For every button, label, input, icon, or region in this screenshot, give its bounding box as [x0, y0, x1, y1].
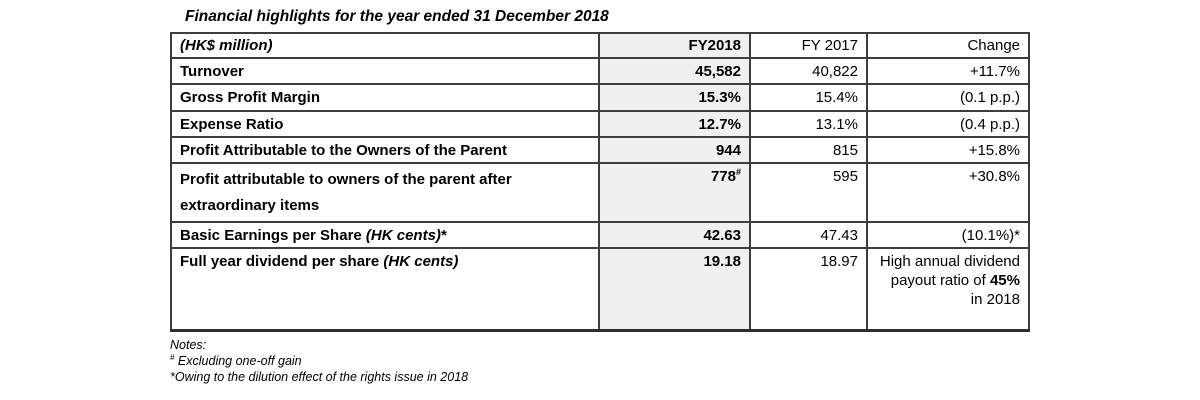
fy2018-cell: 42.63: [598, 221, 751, 249]
fy2018-cell: 944: [598, 136, 751, 164]
fy2017-cell: 18.97: [749, 247, 868, 331]
notes: Notes: # Excluding one-off gain *Owing t…: [170, 337, 468, 385]
note-line-one-off-gain: # Excluding one-off gain: [170, 353, 468, 369]
table-row: Turnover 45,582 40,822 +11.7%: [170, 57, 1030, 85]
header-fy2018-label: FY2018: [688, 37, 741, 54]
change-cell: High annual dividend payout ratio of 45%…: [866, 247, 1030, 331]
fy2018-value: 15.3%: [698, 89, 741, 106]
fy2017-value: 47.43: [820, 227, 858, 244]
header-cell-fy2018: FY2018: [598, 32, 751, 59]
fy2017-value: 18.97: [820, 253, 858, 270]
row-label-note: (HK cents): [365, 227, 441, 244]
fy2017-cell: 40,822: [749, 57, 868, 85]
row-label: Profit attributable to owners of the par…: [180, 171, 512, 214]
label-cell: Turnover: [170, 57, 600, 85]
row-label-note: (HK cents): [383, 253, 459, 270]
row-label: Full year dividend per share: [180, 253, 384, 270]
fy2017-value: 15.4%: [815, 89, 858, 106]
change-value: +11.7%: [969, 63, 1020, 80]
change-cell: +11.7%: [866, 57, 1030, 85]
fy2017-cell: 595: [749, 162, 868, 223]
header-metric-label: (HK$ million): [180, 37, 273, 54]
fy2017-cell: 13.1%: [749, 110, 868, 138]
fy2018-value: 42.63: [703, 227, 741, 244]
change-value: +30.8%: [968, 168, 1020, 185]
note-hash-marker: #: [170, 352, 175, 362]
label-cell: Profit attributable to owners of the par…: [170, 162, 600, 223]
table-title: Financial highlights for the year ended …: [185, 8, 609, 25]
row-label: Basic Earnings per Share: [180, 227, 366, 244]
table-row: Gross Profit Margin 15.3% 15.4% (0.1 p.p…: [170, 83, 1030, 112]
fy2017-value: 815: [832, 142, 858, 159]
header-cell-change: Change: [866, 32, 1030, 59]
header-fy2017-label: FY 2017: [801, 37, 858, 54]
table-row: Profit attributable to owners of the par…: [170, 162, 1030, 223]
header-cell-fy2017: FY 2017: [749, 32, 868, 59]
notes-heading: Notes:: [170, 338, 207, 352]
change-cell: +30.8%: [866, 162, 1030, 223]
fy2018-cell: 778#: [598, 162, 751, 223]
header-cell-metric: (HK$ million): [170, 32, 600, 59]
table-row: Basic Earnings per Share (HK cents)* 42.…: [170, 221, 1030, 249]
fy2018-value: 45,582: [695, 63, 741, 80]
fy2018-value: 778: [710, 168, 736, 185]
change-value-bold: 45%: [989, 272, 1020, 289]
fy2018-value: 19.18: [703, 253, 741, 270]
fy2017-cell: 15.4%: [749, 83, 868, 112]
change-value: High annual dividend payout ratio of: [879, 253, 1020, 289]
fy2018-superscript: #: [735, 167, 741, 177]
table-header-row: (HK$ million) FY2018 FY 2017 Change: [170, 32, 1030, 59]
label-cell: Basic Earnings per Share (HK cents)*: [170, 221, 600, 249]
row-label: Turnover: [180, 63, 244, 80]
table-row: Expense Ratio 12.7% 13.1% (0.4 p.p.): [170, 110, 1030, 138]
table-row: Profit Attributable to the Owners of the…: [170, 136, 1030, 164]
fy2017-value: 40,822: [812, 63, 858, 80]
change-cell: +15.8%: [866, 136, 1030, 164]
change-value: (0.4 p.p.): [959, 116, 1020, 133]
change-value: (0.1 p.p.): [959, 89, 1020, 106]
row-label: Profit Attributable to the Owners of the…: [180, 142, 507, 159]
fy2018-value: 944: [715, 142, 741, 159]
fy2018-cell: 45,582: [598, 57, 751, 85]
fy2017-cell: 47.43: [749, 221, 868, 249]
change-value-post: in 2018: [970, 291, 1020, 308]
label-cell: Expense Ratio: [170, 110, 600, 138]
row-label-suffix: *: [440, 227, 447, 244]
financial-highlights-table: (HK$ million) FY2018 FY 2017 Change Turn…: [170, 32, 1030, 332]
change-cell: (0.1 p.p.): [866, 83, 1030, 112]
row-label: Expense Ratio: [180, 116, 284, 133]
label-cell: Full year dividend per share (HK cents): [170, 247, 600, 331]
fy2018-cell: 15.3%: [598, 83, 751, 112]
fy2017-cell: 815: [749, 136, 868, 164]
change-value: +15.8%: [968, 142, 1020, 159]
fy2017-value: 595: [832, 168, 858, 185]
row-label: Gross Profit Margin: [180, 89, 321, 106]
fy2018-value: 12.7%: [698, 116, 741, 133]
fy2018-cell: 12.7%: [598, 110, 751, 138]
header-change-label: Change: [967, 37, 1020, 54]
label-cell: Gross Profit Margin: [170, 83, 600, 112]
label-cell: Profit Attributable to the Owners of the…: [170, 136, 600, 164]
change-value: (10.1%)*: [961, 227, 1020, 244]
change-cell: (10.1%)*: [866, 221, 1030, 249]
fy2017-value: 13.1%: [815, 116, 858, 133]
fy2018-cell: 19.18: [598, 247, 751, 331]
note-line-dilution: *Owing to the dilution effect of the rig…: [170, 370, 469, 384]
note-text: Excluding one-off gain: [174, 354, 302, 368]
change-cell: (0.4 p.p.): [866, 110, 1030, 138]
table-row: Full year dividend per share (HK cents) …: [170, 247, 1030, 331]
